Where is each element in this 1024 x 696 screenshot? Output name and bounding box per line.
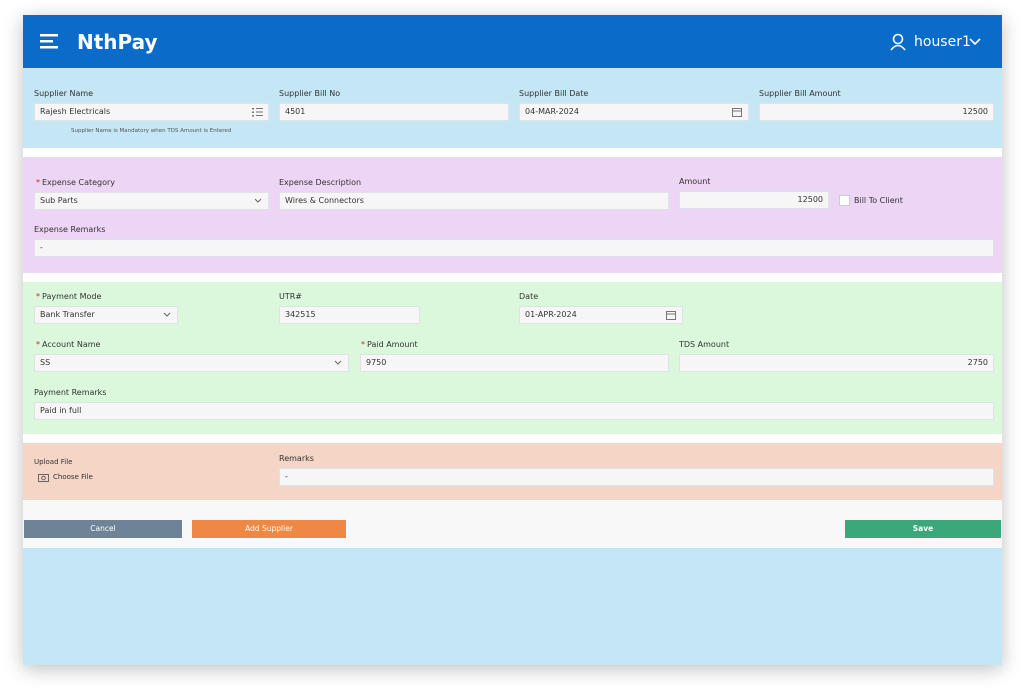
text-input[interactable]: - xyxy=(34,239,994,257)
field-label: Amount xyxy=(679,177,711,186)
date-input[interactable]: 01-APR-2024 xyxy=(519,306,683,324)
input-value: Bank Transfer xyxy=(40,310,95,319)
user-name[interactable]: houser1 xyxy=(914,34,971,50)
field-label: Supplier Name xyxy=(34,89,94,98)
user-menu-chevron[interactable] xyxy=(969,37,981,47)
input-value: 12500 xyxy=(797,195,823,204)
list-icon[interactable] xyxy=(252,107,264,117)
select[interactable]: Bank Transfer xyxy=(34,306,178,324)
brand: NthPay xyxy=(77,30,158,54)
field-label: * Paid Amount xyxy=(361,340,418,349)
input-value: 4501 xyxy=(285,107,306,116)
input-value: Sub Parts xyxy=(40,196,78,205)
number-input[interactable]: 12500 xyxy=(679,191,829,209)
select[interactable]: Sub Parts xyxy=(34,192,269,210)
number-input[interactable]: 2750 xyxy=(679,354,994,372)
upload-section: Upload File Choose File Remarks - xyxy=(23,443,1002,500)
date-input[interactable]: 04-MAR-2024 xyxy=(519,103,749,121)
cancel-button[interactable]: Cancel xyxy=(24,520,182,538)
field-label: Supplier Bill Amount xyxy=(759,89,841,98)
choose-file-button[interactable]: Choose File xyxy=(53,473,93,481)
label-text: Payment Mode xyxy=(42,292,102,301)
calendar-icon[interactable] xyxy=(666,310,676,320)
checkbox[interactable] xyxy=(839,195,850,206)
calendar-icon[interactable] xyxy=(732,107,742,117)
required-mark: * xyxy=(36,340,40,349)
field-label: Date xyxy=(519,292,539,301)
field-label: UTR# xyxy=(279,292,303,301)
hint-text: Supplier Name is Mandatory when TDS Amou… xyxy=(71,128,232,134)
separator xyxy=(23,273,1002,282)
save-button[interactable]: Save xyxy=(845,520,1001,538)
input-value: Wires & Connectors xyxy=(285,196,364,205)
input-value: 04-MAR-2024 xyxy=(525,107,579,116)
input-value: 9750 xyxy=(366,358,387,367)
field-label: Remarks xyxy=(279,454,314,463)
number-input[interactable]: 9750 xyxy=(360,354,669,372)
field-label: * Account Name xyxy=(36,340,100,349)
input-value: - xyxy=(40,243,43,252)
text-input[interactable]: - xyxy=(279,468,994,486)
header: NthPay houser1 xyxy=(23,15,1002,68)
supplier-section: Supplier Name Rajesh Electricals Supplie… xyxy=(23,68,1002,148)
label-text: Expense Category xyxy=(42,178,116,187)
required-mark: * xyxy=(36,178,40,187)
input-value: 01-APR-2024 xyxy=(525,310,577,319)
input-value: 12500 xyxy=(962,107,988,116)
input-value: 342515 xyxy=(285,310,316,319)
label-text: Account Name xyxy=(42,340,101,349)
field-label: Expense Remarks xyxy=(34,225,106,234)
chevron xyxy=(334,360,342,365)
number-input[interactable]: 12500 xyxy=(759,103,994,121)
text-input[interactable]: Wires & Connectors xyxy=(279,192,669,210)
field-label: TDS Amount xyxy=(679,340,730,349)
select[interactable]: SS xyxy=(34,354,349,372)
input-value: SS xyxy=(40,358,51,367)
menu-icon[interactable] xyxy=(40,34,62,50)
required-mark: * xyxy=(36,292,40,301)
field-label: * Payment Mode xyxy=(36,292,101,301)
chevron xyxy=(163,312,171,317)
input-value: - xyxy=(285,472,288,481)
app-window: NthPay houser1 Supplier Name Rajesh Elec… xyxy=(23,15,1002,665)
text-input[interactable]: 342515 xyxy=(279,306,420,324)
field-label: Supplier Bill No xyxy=(279,89,341,98)
expense-section: * Expense Category Sub Parts Expense Desc… xyxy=(23,157,1002,273)
checkbox-label[interactable]: Bill To Client xyxy=(854,196,903,205)
text-input[interactable]: 4501 xyxy=(279,103,509,121)
field-label: * Expense Category xyxy=(36,178,115,187)
payment-section: * Payment Mode Bank Transfer UTR# 342515 … xyxy=(23,282,1002,434)
label-text: Paid Amount xyxy=(367,340,418,349)
separator xyxy=(23,434,1002,443)
input-value: Paid in full xyxy=(40,406,82,415)
user-icon[interactable] xyxy=(890,33,908,51)
action-bar: Cancel Add Supplier Save xyxy=(23,500,1002,548)
add-supplier-button[interactable]: Add Supplier xyxy=(192,520,346,538)
input-value: Rajesh Electricals xyxy=(40,107,111,116)
required-mark: * xyxy=(361,340,365,349)
input-value: 2750 xyxy=(967,358,988,367)
field-label: Payment Remarks xyxy=(34,388,107,397)
field-label: Upload File xyxy=(34,458,73,466)
text-input[interactable]: Rajesh Electricals xyxy=(34,103,269,121)
separator xyxy=(23,148,1002,157)
field-label: Expense Description xyxy=(279,178,362,187)
field-label: Supplier Bill Date xyxy=(519,89,589,98)
text-input[interactable]: Paid in full xyxy=(34,402,994,420)
chevron xyxy=(254,198,262,203)
file-icon[interactable] xyxy=(38,473,49,482)
